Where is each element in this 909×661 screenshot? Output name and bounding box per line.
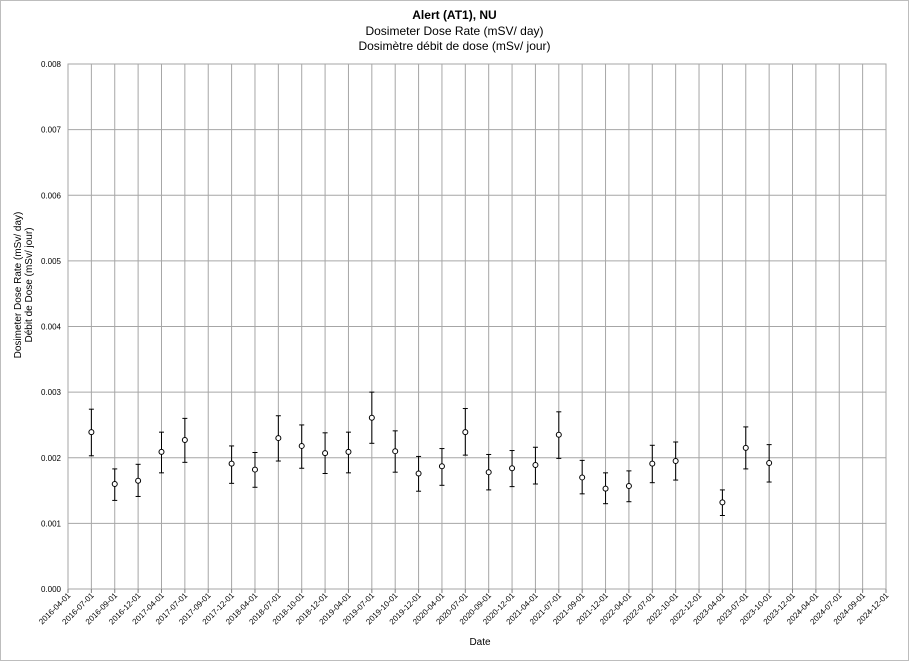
data-point — [415, 455, 422, 492]
data-point — [602, 472, 609, 505]
data-point — [532, 446, 539, 485]
chart-subtitle-fr: Dosimètre débit de dose (mSv/ jour) — [358, 39, 551, 53]
data-point — [742, 426, 749, 470]
data-point-marker — [509, 465, 516, 472]
data-point-marker — [485, 469, 492, 476]
chart-title: Alert (AT1), NU — [412, 8, 497, 22]
y-tick-label: 0.002 — [41, 454, 62, 463]
data-point — [462, 408, 469, 456]
data-point-marker — [181, 437, 188, 444]
data-point-marker — [579, 474, 586, 481]
data-point-marker — [532, 461, 539, 468]
data-point — [368, 391, 375, 444]
y-tick-label: 0.005 — [41, 257, 62, 266]
data-point-marker — [135, 477, 142, 484]
data-point — [509, 450, 516, 488]
y-axis-label-fr: Débit de Dose (mSv/ jour) — [24, 227, 35, 342]
data-point-marker — [649, 460, 656, 467]
y-tick-label: 0.008 — [41, 60, 62, 69]
data-point — [228, 445, 235, 484]
data-points — [88, 391, 773, 516]
y-axis-label: Dosimeter Dose Rate (mSv/ day) — [13, 212, 24, 359]
chart-subtitle: Dosimeter Dose Rate (mSV/ day) — [365, 24, 544, 38]
data-point — [392, 430, 399, 473]
data-point — [88, 408, 95, 457]
y-tick-label: 0.007 — [41, 126, 62, 135]
y-tick-label: 0.006 — [41, 191, 62, 200]
data-point-marker — [158, 448, 165, 455]
data-point-marker — [766, 460, 773, 466]
x-axis-label: Date — [469, 637, 491, 648]
data-point-marker — [602, 485, 609, 492]
y-tick-label: 0.003 — [41, 388, 62, 397]
data-point — [625, 470, 632, 503]
data-point — [672, 441, 679, 481]
data-point — [135, 463, 142, 497]
data-point-marker — [251, 466, 258, 473]
x-axis: 2016-04-012016-07-012016-09-012016-12-01… — [37, 589, 891, 626]
data-point — [111, 468, 118, 501]
data-point-marker — [368, 414, 375, 421]
gridlines — [67, 63, 887, 590]
y-tick-label: 0.000 — [41, 585, 62, 594]
data-point — [322, 432, 329, 474]
data-point — [345, 431, 352, 474]
data-point — [555, 411, 562, 459]
data-point-marker — [625, 482, 632, 489]
data-point-marker — [415, 470, 422, 477]
data-point-marker — [742, 444, 749, 451]
data-point-marker — [462, 429, 469, 436]
data-point — [158, 431, 165, 474]
data-point-marker — [228, 460, 235, 467]
data-point — [298, 424, 305, 469]
data-point — [251, 452, 258, 488]
data-point-marker — [392, 448, 399, 455]
data-point — [275, 415, 282, 462]
data-point — [485, 453, 492, 491]
data-point-marker — [555, 431, 562, 438]
data-point-marker — [298, 442, 305, 449]
data-point-marker — [111, 481, 118, 487]
data-point-marker — [438, 463, 445, 470]
data-point-marker — [345, 448, 352, 455]
data-point — [579, 459, 586, 495]
data-point — [649, 444, 656, 484]
data-point-marker — [719, 499, 726, 506]
data-point — [719, 489, 726, 516]
data-point — [181, 417, 188, 463]
data-point-marker — [88, 429, 95, 436]
data-point — [766, 444, 773, 483]
data-point-marker — [275, 435, 282, 442]
y-tick-label: 0.001 — [41, 519, 62, 528]
data-point-marker — [322, 450, 329, 457]
data-point-marker — [672, 458, 679, 465]
y-tick-label: 0.004 — [41, 323, 62, 332]
y-axis: 0.000 0.001 0.002 0.003 0.004 0.005 0.006 0.007… — [41, 60, 62, 594]
data-point — [438, 448, 445, 486]
